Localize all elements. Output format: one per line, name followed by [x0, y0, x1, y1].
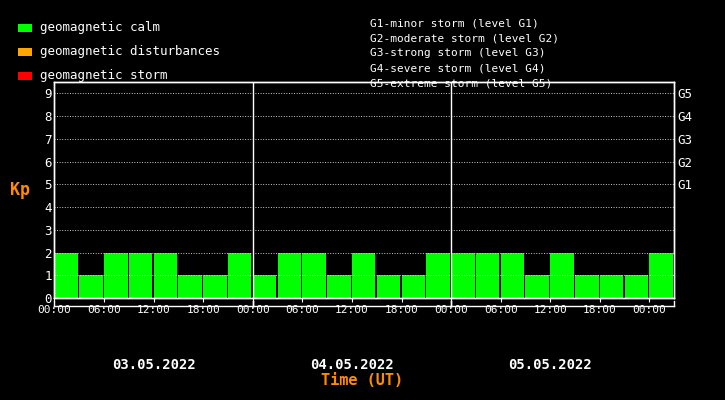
- Bar: [154, 252, 177, 298]
- Text: G5-extreme storm (level G5): G5-extreme storm (level G5): [370, 79, 552, 89]
- Bar: [203, 275, 227, 298]
- Text: 03.05.2022: 03.05.2022: [112, 358, 196, 372]
- Text: Time (UT): Time (UT): [321, 373, 404, 388]
- Bar: [178, 275, 202, 298]
- Bar: [526, 275, 549, 298]
- Bar: [352, 252, 376, 298]
- Text: 04.05.2022: 04.05.2022: [310, 358, 394, 372]
- Bar: [426, 252, 450, 298]
- Bar: [402, 275, 425, 298]
- Text: geomagnetic calm: geomagnetic calm: [41, 21, 160, 34]
- Text: geomagnetic storm: geomagnetic storm: [41, 69, 168, 82]
- Bar: [501, 252, 524, 298]
- Bar: [302, 252, 326, 298]
- Bar: [54, 252, 78, 298]
- Bar: [129, 252, 152, 298]
- Bar: [228, 252, 252, 298]
- Bar: [625, 275, 648, 298]
- Text: 05.05.2022: 05.05.2022: [508, 358, 592, 372]
- Bar: [79, 275, 103, 298]
- Text: G3-strong storm (level G3): G3-strong storm (level G3): [370, 48, 545, 58]
- Text: Kp: Kp: [10, 181, 30, 199]
- Bar: [253, 275, 276, 298]
- Bar: [575, 275, 599, 298]
- Text: G4-severe storm (level G4): G4-severe storm (level G4): [370, 64, 545, 74]
- Bar: [451, 252, 475, 298]
- Bar: [377, 275, 400, 298]
- Bar: [600, 275, 624, 298]
- Bar: [327, 275, 351, 298]
- Text: geomagnetic disturbances: geomagnetic disturbances: [41, 45, 220, 58]
- Bar: [650, 252, 673, 298]
- Bar: [104, 252, 128, 298]
- Text: G1-minor storm (level G1): G1-minor storm (level G1): [370, 18, 539, 28]
- Bar: [278, 252, 301, 298]
- Text: G2-moderate storm (level G2): G2-moderate storm (level G2): [370, 33, 559, 43]
- Bar: [550, 252, 573, 298]
- Bar: [476, 252, 500, 298]
